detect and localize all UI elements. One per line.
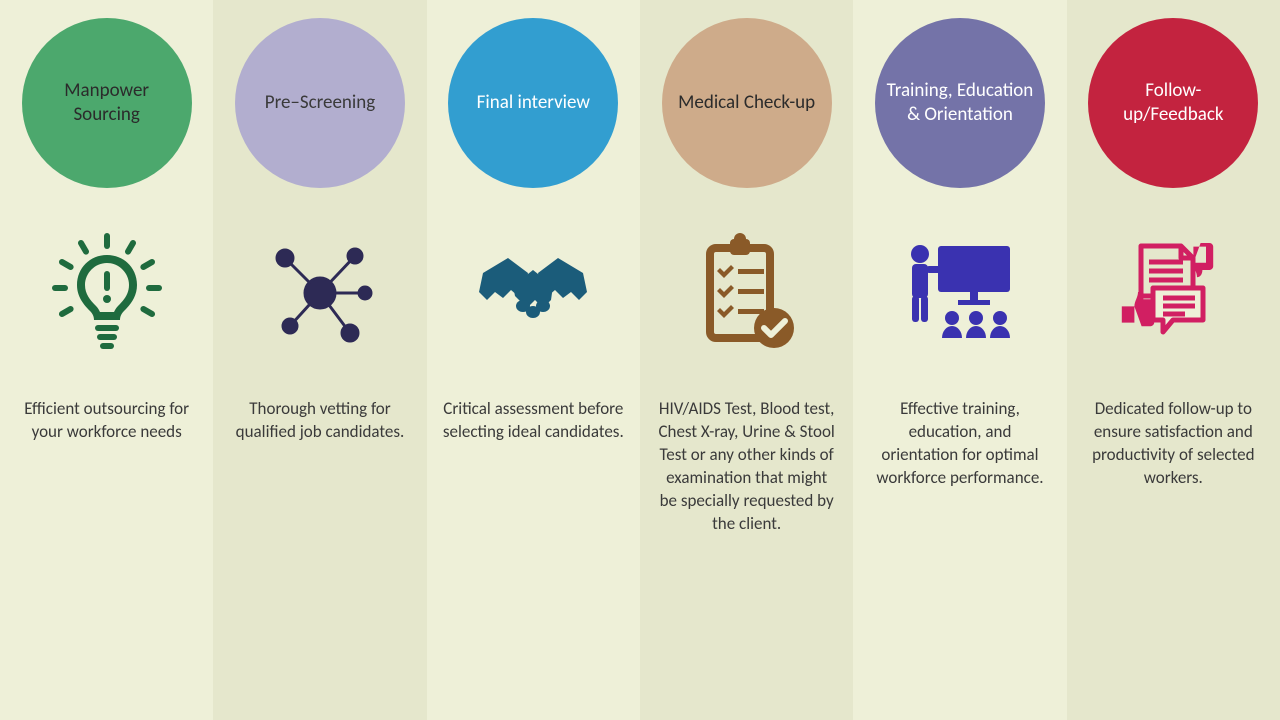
training-icon (900, 238, 1020, 348)
network-icon (265, 238, 375, 348)
circle-title: Medical Check-up (662, 18, 832, 188)
circle-title: Manpower Sourcing (22, 18, 192, 188)
icon-zone (863, 188, 1056, 398)
column-training: Training, Education & Orientation (853, 0, 1066, 720)
column-desc: HIV/AIDS Test, Blood test, Chest X-ray, … (650, 398, 843, 536)
column-manpower-sourcing: Manpower Sourcing (0, 0, 213, 720)
circle-label: Follow-up/Feedback (1098, 79, 1248, 127)
lightbulb-icon (52, 233, 162, 353)
column-desc: Efficient outsourcing for your workforce… (10, 398, 203, 444)
circle-title: Follow-up/Feedback (1088, 18, 1258, 188)
column-desc: Thorough vetting for qualified job candi… (223, 398, 416, 444)
circle-label: Training, Education & Orientation (885, 79, 1035, 127)
column-followup: Follow-up/Feedback (1067, 0, 1280, 720)
icon-zone (1077, 188, 1270, 398)
column-final-interview: Final interview Critical assessment befo… (427, 0, 640, 720)
column-desc: Critical assessment before selecting ide… (437, 398, 630, 444)
icon-zone (437, 188, 630, 398)
circle-title: Final interview (448, 18, 618, 188)
icon-zone (10, 188, 203, 398)
icon-zone (223, 188, 416, 398)
feedback-icon (1113, 238, 1233, 348)
handshake-icon (473, 248, 593, 338)
infographic-columns: Manpower Sourcing (0, 0, 1280, 720)
circle-label: Final interview (477, 91, 590, 115)
column-medical-checkup: Medical Check-up (640, 0, 853, 720)
column-desc: Effective training, education, and orien… (863, 398, 1056, 490)
icon-zone (650, 188, 843, 398)
column-pre-screening: Pre–Screening Thorough vetti (213, 0, 426, 720)
circle-title: Pre–Screening (235, 18, 405, 188)
circle-title: Training, Education & Orientation (875, 18, 1045, 188)
circle-label: Medical Check-up (678, 91, 815, 115)
circle-label: Manpower Sourcing (32, 79, 182, 127)
column-desc: Dedicated follow-up to ensure satisfacti… (1077, 398, 1270, 490)
circle-label: Pre–Screening (265, 91, 375, 115)
clipboard-check-icon (692, 233, 802, 353)
